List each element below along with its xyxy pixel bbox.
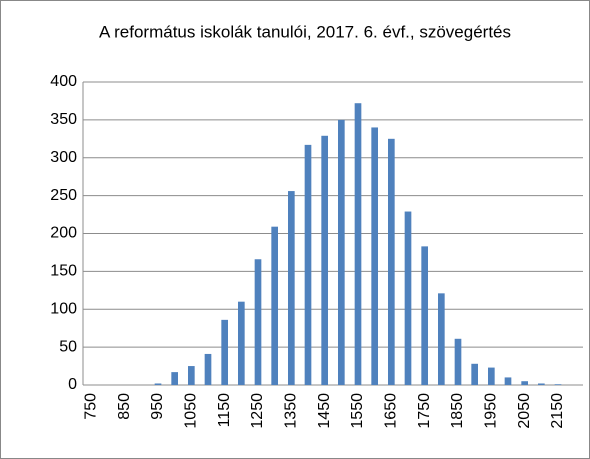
bar [554, 384, 562, 385]
y-tick-label: 200 [50, 225, 77, 242]
bar [304, 144, 312, 385]
bar [171, 372, 178, 385]
bar [521, 381, 528, 385]
x-tick-label: 1150 [216, 393, 233, 428]
bar [338, 119, 345, 385]
bar [238, 301, 245, 385]
bar [538, 383, 545, 385]
bar [371, 127, 378, 385]
bar [454, 338, 462, 385]
bar [404, 211, 412, 385]
bar [154, 383, 162, 385]
bar [271, 226, 278, 385]
y-tick-label: 150 [50, 263, 77, 280]
chart-title: A református iskolák tanulói, 2017. 6. é… [99, 22, 511, 41]
x-tick-label: 1050 [183, 393, 200, 429]
x-tick-label: 750 [83, 393, 100, 420]
y-tick-label: 350 [50, 111, 77, 128]
bar [188, 366, 195, 385]
bar [388, 138, 395, 385]
x-tick-label: 2050 [516, 393, 533, 429]
x-tick-label: 1750 [416, 393, 433, 429]
y-tick-label: 400 [50, 73, 77, 90]
x-tick-label: 1350 [283, 393, 300, 429]
y-tick-label: 250 [50, 187, 77, 204]
y-tick-label: 300 [50, 149, 77, 166]
x-tick-label: 1850 [449, 393, 466, 429]
bar [321, 135, 328, 385]
x-tick-label: 1250 [249, 393, 266, 429]
x-tick-label: 1650 [383, 393, 400, 429]
bar [438, 293, 445, 385]
bar [254, 259, 262, 385]
bar [204, 353, 212, 385]
y-tick-label: 50 [59, 338, 77, 355]
y-tick-label: 0 [68, 376, 77, 393]
x-tick-label: 2150 [549, 393, 566, 429]
bar [488, 367, 495, 385]
y-tick-label: 100 [50, 300, 77, 317]
bar [471, 363, 478, 385]
bar [421, 246, 428, 385]
x-tick-label: 1950 [483, 393, 500, 429]
x-tick-label: 950 [149, 393, 166, 420]
bar [354, 103, 362, 386]
bar [288, 191, 295, 385]
x-tick-label: 1450 [316, 393, 333, 429]
x-tick-label: 850 [116, 393, 133, 420]
x-tick-label: 1550 [349, 393, 366, 429]
bar [221, 319, 228, 385]
bar [504, 377, 512, 385]
